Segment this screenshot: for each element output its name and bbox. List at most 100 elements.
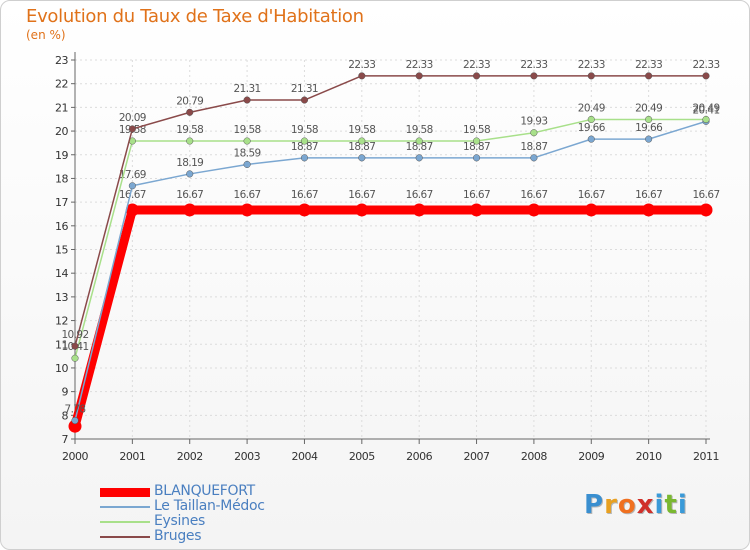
data-point bbox=[415, 72, 423, 80]
series-bruges: 10.92 20.09 20.79 21.31 21.31 22.33 22.33 22.33… bbox=[61, 59, 720, 350]
data-point bbox=[702, 72, 710, 80]
legend-swatch bbox=[100, 506, 150, 508]
x-tick-label: 2005 bbox=[349, 450, 375, 463]
axes: 7 8 9 10 11 12 13 14 15 16 17 18 19 20 21 22 23 2000 2001 2… bbox=[55, 52, 720, 463]
x-tick-label: 2007 bbox=[464, 450, 490, 463]
data-point bbox=[300, 154, 309, 162]
data-point bbox=[470, 203, 484, 217]
x-tick-label: 2004 bbox=[291, 450, 317, 463]
series-layer: 16.67 16.67 16.67 16.67 16.67 16.67 16.67 16.67… bbox=[61, 59, 720, 433]
data-label: 16.67 bbox=[463, 189, 490, 201]
x-tick-label: 2002 bbox=[177, 450, 203, 463]
data-point bbox=[355, 203, 369, 217]
data-label: 18.59 bbox=[234, 147, 261, 159]
data-label: 7.78 bbox=[65, 404, 86, 416]
data-label: 16.67 bbox=[291, 189, 318, 201]
proxiti-logo: Proxiti bbox=[584, 490, 688, 520]
data-label: 20.09 bbox=[119, 112, 146, 124]
data-label: 16.67 bbox=[635, 189, 662, 201]
chart-subtitle: (en %) bbox=[26, 28, 66, 42]
data-point bbox=[530, 154, 538, 162]
data-point bbox=[71, 354, 79, 362]
data-point bbox=[183, 203, 197, 217]
data-label: 16.67 bbox=[348, 189, 375, 201]
y-tick-label: 18 bbox=[55, 172, 68, 185]
data-point bbox=[587, 115, 595, 124]
x-tick-label: 2001 bbox=[119, 450, 145, 463]
data-label: 22.33 bbox=[348, 59, 375, 71]
y-tick-label: 17 bbox=[55, 196, 68, 209]
x-tick-label: 2000 bbox=[62, 450, 88, 463]
data-label: 19.66 bbox=[635, 122, 663, 134]
legend-label: Le Taillan-Médoc bbox=[154, 498, 265, 514]
data-label: 22.33 bbox=[635, 59, 662, 71]
y-tick-label: 7 bbox=[62, 433, 69, 446]
data-point bbox=[699, 203, 713, 217]
x-tick-label: 2008 bbox=[521, 450, 547, 463]
data-point bbox=[530, 129, 538, 137]
x-tick-label: 2003 bbox=[234, 450, 260, 463]
data-label: 19.58 bbox=[176, 124, 203, 136]
data-label: 16.67 bbox=[692, 189, 719, 201]
data-label: 18.19 bbox=[176, 157, 203, 169]
data-label: 16.67 bbox=[520, 189, 547, 201]
data-point bbox=[645, 72, 653, 80]
y-tick-label: 11 bbox=[55, 338, 68, 351]
y-tick-label: 8 bbox=[62, 409, 69, 422]
y-tick-label: 9 bbox=[62, 386, 69, 399]
y-tick-label: 13 bbox=[55, 291, 68, 304]
y-tick-label: 16 bbox=[55, 220, 68, 233]
data-point bbox=[125, 203, 139, 217]
data-label: 16.67 bbox=[234, 189, 261, 201]
data-point bbox=[243, 96, 251, 104]
data-label: 22.33 bbox=[578, 59, 605, 71]
legend-label: Bruges bbox=[154, 528, 202, 544]
y-tick-label: 12 bbox=[55, 315, 68, 328]
y-tick-label: 21 bbox=[55, 101, 68, 114]
data-label: 21.31 bbox=[234, 83, 261, 95]
data-label: 16.67 bbox=[176, 189, 203, 201]
data-point bbox=[472, 137, 481, 145]
data-point bbox=[240, 203, 254, 217]
data-label: 20.49 bbox=[692, 102, 719, 114]
logo-letter: i bbox=[654, 490, 665, 520]
data-label: 16.67 bbox=[119, 189, 146, 201]
data-point bbox=[71, 342, 79, 350]
data-label: 22.33 bbox=[406, 59, 433, 71]
data-point bbox=[71, 416, 79, 425]
data-label: 19.58 bbox=[234, 124, 261, 136]
x-tick-label: 2009 bbox=[578, 450, 604, 463]
series-line bbox=[70, 205, 711, 431]
data-point bbox=[243, 160, 251, 169]
x-tick-label: 2006 bbox=[406, 450, 432, 463]
data-label: 16.67 bbox=[578, 189, 605, 201]
y-tick-label: 20 bbox=[55, 125, 68, 138]
chart-title: Evolution du Taux de Taxe d'Habitation bbox=[26, 6, 364, 27]
data-point bbox=[642, 203, 656, 217]
data-point bbox=[186, 137, 194, 145]
data-point bbox=[128, 125, 136, 133]
data-label: 21.31 bbox=[291, 83, 318, 95]
data-label: 19.58 bbox=[463, 124, 490, 136]
data-label: 22.33 bbox=[692, 59, 719, 71]
y-tick-label: 14 bbox=[55, 267, 68, 280]
logo-letter: P bbox=[584, 490, 605, 520]
y-tick-label: 23 bbox=[55, 54, 68, 67]
data-label: 19.66 bbox=[578, 122, 606, 134]
data-label: 16.67 bbox=[406, 189, 433, 201]
data-point bbox=[128, 182, 136, 190]
logo-letter: i bbox=[677, 490, 688, 520]
data-point bbox=[584, 203, 598, 217]
data-point bbox=[243, 137, 251, 145]
data-point bbox=[702, 115, 710, 124]
logo-letter: x bbox=[636, 490, 655, 520]
y-tick-label: 22 bbox=[55, 78, 68, 91]
logo-letter: o bbox=[617, 490, 637, 520]
data-label: 17.69 bbox=[119, 169, 146, 181]
data-point bbox=[472, 154, 481, 162]
legend-swatch bbox=[100, 487, 150, 497]
series-le-taillan-m-doc: 7.78 17.69 18.19 18.59 18.87 18.87 18.87 18.87 1… bbox=[65, 104, 720, 425]
data-point bbox=[68, 419, 82, 433]
series-eysines: 10.4119.5819.5819.5819.5819.5819.5819.58… bbox=[61, 102, 720, 362]
data-point bbox=[645, 135, 653, 143]
